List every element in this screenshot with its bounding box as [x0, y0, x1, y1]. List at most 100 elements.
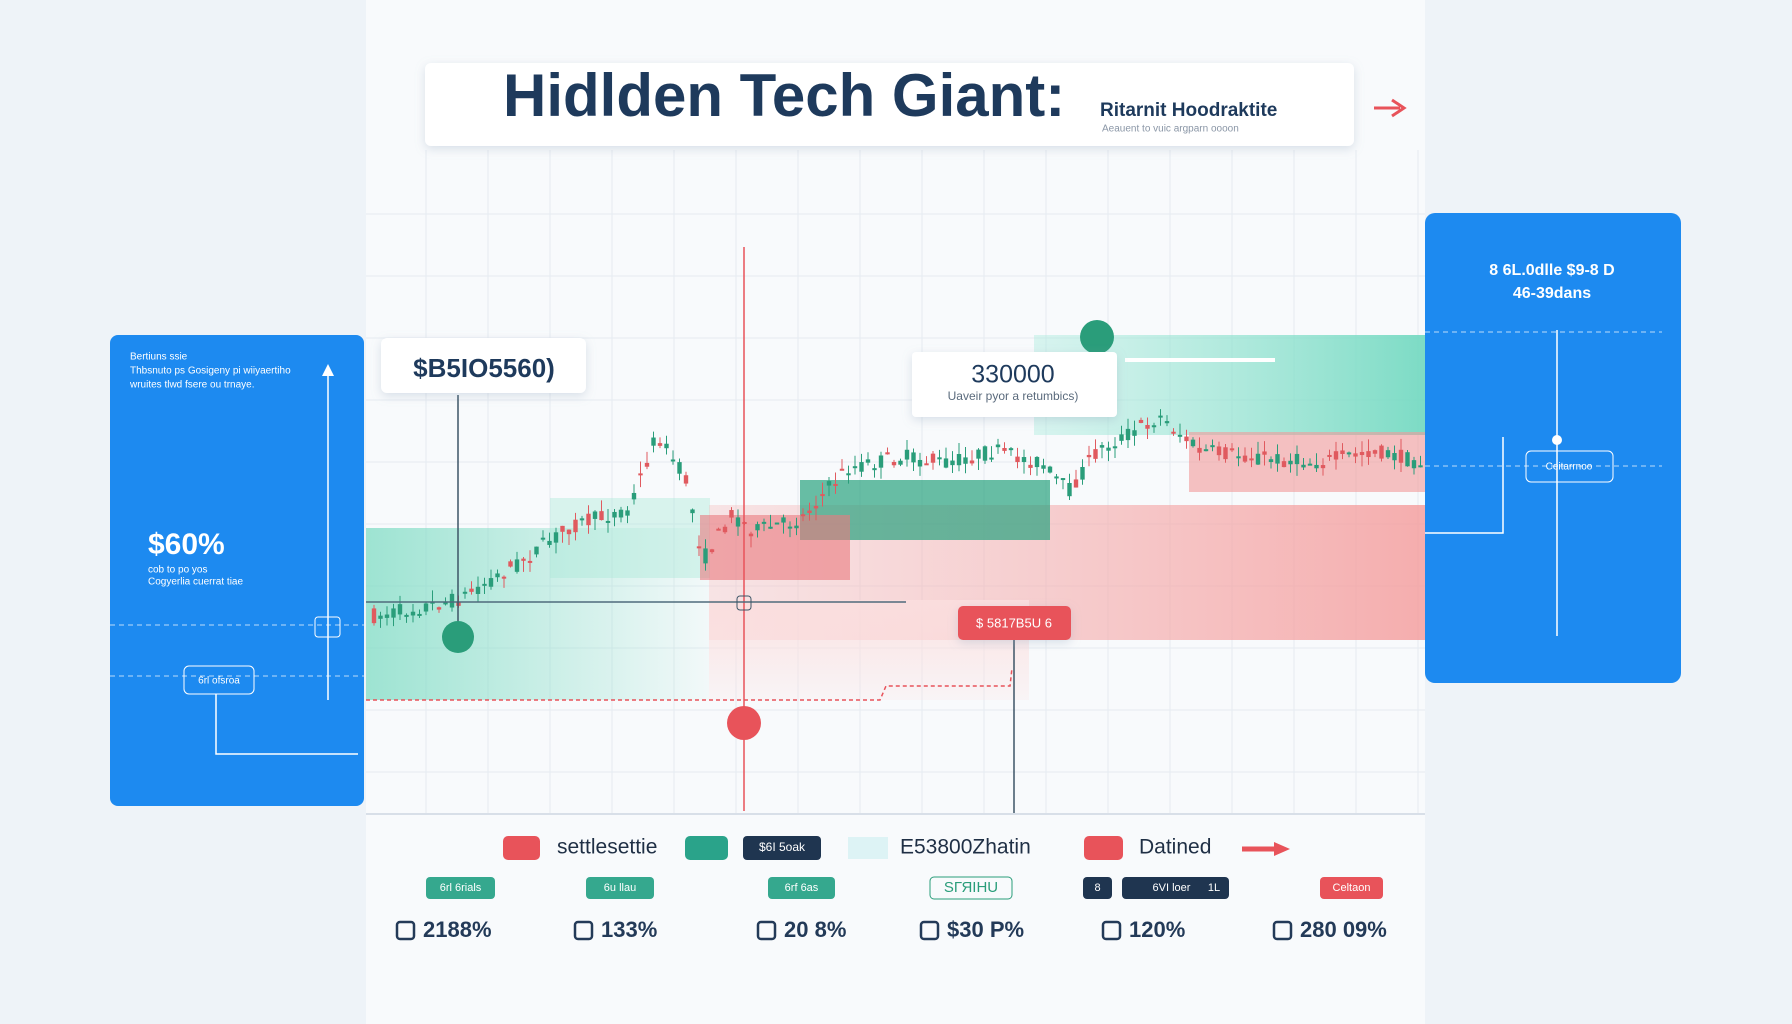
candle-body	[813, 505, 819, 509]
candle-body	[547, 540, 552, 545]
subtitle: Ritarnit Hoodraktite	[1100, 100, 1277, 121]
candle-body	[475, 586, 481, 594]
tag[interactable]	[768, 877, 835, 899]
candle-body	[410, 611, 416, 616]
candle-body	[1398, 449, 1404, 463]
candle-body	[1353, 453, 1358, 457]
left-note: Thbsnuto ps Gosigeny pi wiiyaertiho	[130, 366, 291, 377]
right-button-label: Ceitarrnoo	[1546, 462, 1593, 473]
left-button[interactable]	[183, 665, 255, 695]
candle-body	[651, 437, 656, 446]
candle-body	[1359, 451, 1365, 456]
zone-teal-2	[550, 498, 710, 578]
price-label: $B5IO5560)	[413, 353, 555, 383]
candle-body	[521, 558, 526, 561]
legend-label: $6I 5oak	[759, 840, 806, 854]
candle-body	[1405, 452, 1410, 467]
left-headline: $60%	[148, 528, 225, 561]
candle-body	[748, 533, 754, 537]
candle-body	[462, 591, 468, 594]
left-handle[interactable]	[314, 616, 341, 638]
tag[interactable]	[1320, 877, 1383, 899]
legend-swatch	[1084, 836, 1123, 860]
candle-body	[1301, 464, 1306, 468]
candle-body	[397, 604, 403, 615]
candle-body	[969, 460, 975, 464]
marker-dot-teal[interactable]	[1080, 320, 1114, 354]
candle-body	[586, 513, 591, 526]
candle-body	[1151, 425, 1157, 428]
candle-body	[1021, 457, 1027, 463]
candle-body	[1034, 456, 1040, 468]
stat-value: 2188%	[423, 917, 492, 942]
legend-label: Datined	[1139, 836, 1211, 859]
right-panel	[1425, 213, 1681, 683]
tag[interactable]	[1122, 877, 1221, 899]
left-connector	[215, 694, 358, 755]
candle-body	[976, 449, 981, 459]
right-button[interactable]	[1525, 450, 1614, 483]
tag[interactable]	[929, 876, 1013, 900]
marker-dot-red[interactable]	[727, 706, 761, 740]
candles	[371, 409, 1423, 628]
candle-body	[1158, 415, 1163, 418]
candle-body	[1099, 445, 1105, 448]
candle-body	[482, 583, 487, 586]
left-detail: cob to po yos	[148, 565, 207, 576]
candle-body	[1138, 419, 1144, 423]
candle-body	[560, 525, 565, 532]
candle-body	[1223, 447, 1228, 460]
alert-badge[interactable]	[958, 606, 1071, 640]
stat-icon	[395, 920, 416, 941]
candle-body	[774, 522, 780, 525]
candle-body	[722, 526, 728, 533]
candle-body	[1288, 460, 1293, 465]
tag-label: 6u llau	[604, 882, 636, 894]
candle-body	[898, 460, 903, 465]
candle-body	[917, 459, 923, 467]
candle-body	[1197, 447, 1202, 453]
crosshair	[736, 595, 752, 611]
candle-body	[423, 603, 429, 612]
tag[interactable]	[586, 877, 654, 899]
candle-body	[1054, 476, 1059, 479]
candle-body	[1281, 461, 1287, 468]
candle-body	[1210, 445, 1215, 448]
candle-body	[514, 559, 520, 572]
callout-value: 330000	[971, 361, 1054, 389]
candle-body	[781, 517, 786, 523]
tag[interactable]	[1083, 877, 1112, 899]
legend-badge[interactable]	[743, 836, 821, 860]
tag[interactable]	[1199, 877, 1229, 899]
candle-body	[436, 607, 442, 610]
candle-body	[553, 532, 559, 543]
legend-label: settlesettie	[557, 836, 657, 859]
candle-body	[937, 457, 942, 460]
candle-body	[963, 457, 968, 464]
tag-label: 6rl 6rials	[440, 882, 482, 894]
candle-body	[761, 521, 767, 524]
candle-body	[982, 446, 988, 461]
candle-body	[1093, 449, 1098, 459]
legend-swatch	[848, 837, 888, 859]
candle-body	[709, 549, 715, 553]
candle-body	[943, 458, 949, 468]
marker-dot-green[interactable]	[442, 621, 474, 653]
candle-body	[657, 443, 663, 446]
candle-body	[1060, 478, 1066, 481]
arrow-icon[interactable]	[1374, 98, 1407, 118]
right-title: 8 6L.0dlle $9-8 D	[1489, 262, 1614, 279]
candle-body	[1112, 446, 1118, 449]
right-subtitle: 46-39dans	[1513, 285, 1591, 302]
candle-body	[1411, 460, 1417, 469]
legend-label: E53800Zhatin	[900, 836, 1031, 859]
tag[interactable]	[426, 877, 495, 899]
candle-body	[1392, 453, 1397, 461]
candle-body	[904, 449, 910, 460]
callout-note: Uaveir pyor a retumbics)	[948, 389, 1079, 403]
candle-body	[1125, 428, 1131, 441]
stat-icon	[919, 920, 940, 941]
candle-body	[384, 614, 390, 618]
candle-body	[1015, 456, 1020, 463]
